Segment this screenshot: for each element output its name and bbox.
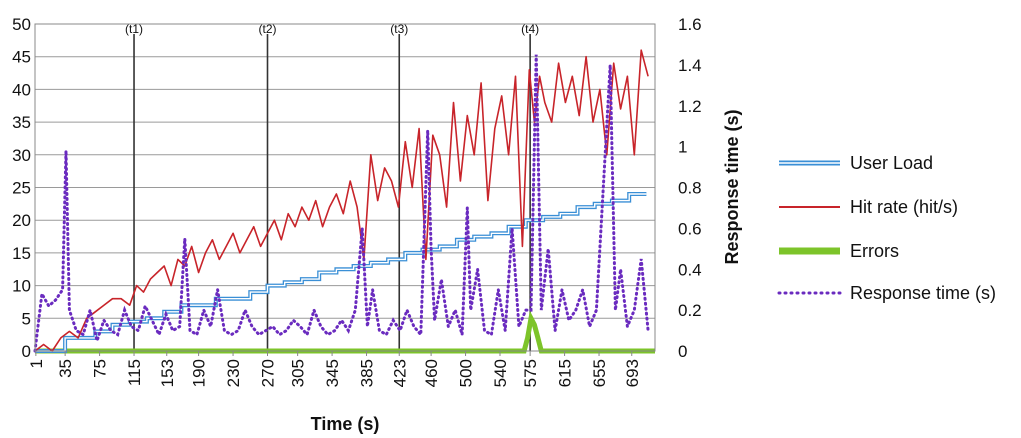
y-tick-label: 35 (12, 113, 31, 132)
legend-label: User Load (850, 153, 933, 173)
x-tick-label: 1 (27, 359, 46, 368)
x-tick-label: 270 (259, 359, 278, 387)
plot-series (33, 49, 655, 354)
x-tick-label: 35 (56, 359, 75, 378)
x-tick-label: 75 (91, 359, 110, 378)
x-tick-label: 655 (590, 359, 609, 387)
y-tick-label: 45 (12, 48, 31, 67)
y-tick-label: 15 (12, 244, 31, 263)
x-tick-label: 385 (358, 359, 377, 387)
legend-item: Hit rate (hit/s) (779, 197, 958, 217)
legend-label: Hit rate (hit/s) (850, 197, 958, 217)
legend-label: Errors (850, 241, 899, 261)
x-tick-label: 153 (158, 359, 177, 387)
x-tick-label: 575 (521, 359, 540, 387)
plot-area-border (34, 23, 656, 352)
y2-tick-label: 1 (678, 138, 687, 157)
x-tick-label: 693 (623, 359, 642, 387)
right-axis-title: Response time (s) (722, 109, 742, 264)
series-user-load (35, 193, 647, 352)
x-tick-label: 540 (491, 359, 510, 387)
series-errors (35, 310, 655, 354)
legend-item: Errors (779, 241, 899, 261)
x-tick-label: 190 (190, 359, 209, 387)
y-tick-label: 40 (12, 80, 31, 99)
y2-tick-label: 0 (678, 342, 687, 361)
y2-tick-label: 0.8 (678, 179, 702, 198)
x-tick-label: 615 (556, 359, 575, 387)
series-hit-rate-hit-s (34, 49, 649, 352)
gridlines (35, 23, 655, 352)
y2-tick-label: 1.6 (678, 15, 702, 34)
x-axis-ticks: 1 35 75 115 153 190 230 270 305 345 385 423 460 500 54… (27, 351, 642, 387)
time-marker-label: (t1) (125, 22, 143, 36)
time-marker-label: (t4) (521, 22, 539, 36)
legend: User Load Hit rate (hit/s) Errors Response … (777, 153, 996, 303)
x-axis-title: Time (s) (311, 414, 380, 434)
y2-tick-label: 0.4 (678, 260, 702, 279)
legend-item: Response time (s) (777, 283, 996, 303)
x-tick-label: 305 (289, 359, 308, 387)
left-axis-ticks: 0 5 10 15 20 25 30 35 40 45 50 (12, 15, 31, 361)
y-tick-label: 0 (22, 342, 31, 361)
right-axis-ticks: 0 0.2 0.4 0.6 0.8 1 1.2 1.4 1.6 (678, 15, 702, 361)
y-tick-label: 25 (12, 179, 31, 198)
legend-item: User Load (779, 153, 933, 173)
y-tick-label: 5 (22, 309, 31, 328)
x-tick-label: 230 (224, 359, 243, 387)
y-tick-label: 50 (12, 15, 31, 34)
y-tick-label: 20 (12, 211, 31, 230)
y-tick-label: 30 (12, 146, 31, 165)
y2-tick-label: 0.6 (678, 219, 702, 238)
legend-label: Response time (s) (850, 283, 996, 303)
y2-tick-label: 1.2 (678, 97, 702, 116)
x-tick-label: 460 (422, 359, 441, 387)
x-tick-label: 115 (125, 359, 144, 386)
y2-tick-label: 0.2 (678, 301, 702, 320)
time-marker-label: (t2) (259, 22, 277, 36)
series-response-time-s (33, 54, 650, 353)
time-marker-label: (t3) (390, 22, 408, 36)
time-markers: (t1) (t2) (t3) (t4) (125, 22, 539, 351)
y-tick-label: 10 (12, 277, 31, 296)
y2-tick-label: 1.4 (678, 56, 702, 75)
x-tick-label: 423 (390, 359, 409, 387)
x-tick-label: 345 (323, 359, 342, 387)
x-tick-label: 500 (457, 359, 476, 387)
